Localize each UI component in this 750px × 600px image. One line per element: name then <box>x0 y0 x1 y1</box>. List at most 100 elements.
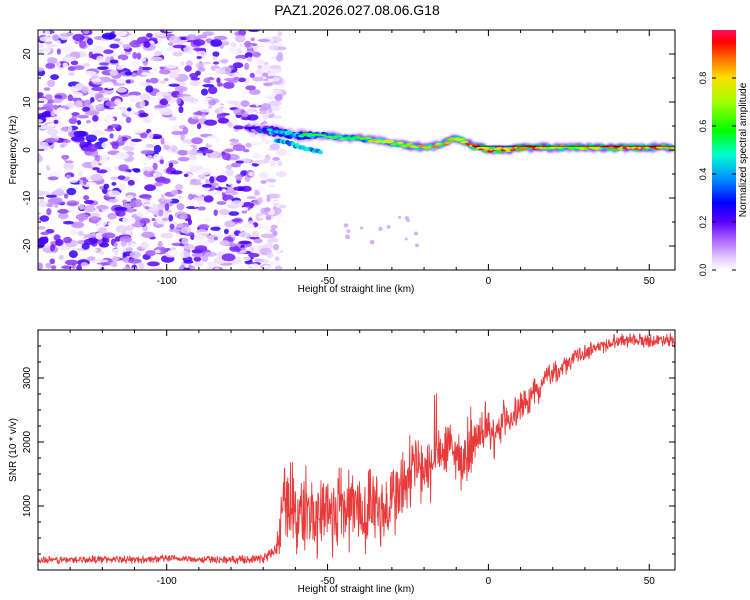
noise-speckle <box>242 148 250 153</box>
noise-speckle <box>53 119 59 124</box>
noise-speckle <box>204 251 217 257</box>
noise-speckle <box>38 67 44 72</box>
noise-speckle <box>217 117 229 124</box>
noise-speckle <box>139 100 146 108</box>
figure-title: PAZ1.2026.027.08.06.G18 <box>274 2 440 18</box>
noise-speckle <box>250 188 255 197</box>
noise-speckle <box>153 144 162 153</box>
noise-speckle <box>198 99 203 108</box>
ridge-cell <box>388 140 395 143</box>
noise-speckle <box>194 189 204 197</box>
noise-speckle <box>192 199 199 208</box>
noise-speckle <box>229 243 236 248</box>
noise-speckle <box>270 224 278 230</box>
noise-speckle <box>63 162 75 170</box>
noise-speckle <box>109 43 120 49</box>
noise-speckle <box>115 225 127 233</box>
noise-speckle <box>146 261 160 267</box>
noise-speckle <box>278 222 286 229</box>
noise-speckle <box>272 157 280 161</box>
noise-speckle <box>141 231 155 238</box>
noise-speckle <box>239 249 247 254</box>
noise-speckle <box>162 209 168 216</box>
noise-speckle <box>114 30 128 37</box>
noise-speckle <box>148 113 154 121</box>
noise-speckle <box>180 133 185 141</box>
noise-speckle <box>102 49 114 54</box>
noise-speckle <box>102 251 111 256</box>
noise-speckle <box>263 207 271 213</box>
noise-speckle <box>116 78 126 84</box>
noise-speckle <box>129 200 143 208</box>
noise-speckle <box>216 201 227 205</box>
noise-speckle <box>215 107 223 115</box>
noise-speckle <box>235 173 243 181</box>
noise-speckle <box>197 201 204 206</box>
colorbar-label: Normalized spectral amplitude <box>738 82 749 217</box>
noise-speckle <box>125 116 132 124</box>
noise-speckle <box>245 85 256 91</box>
noise-speckle <box>279 84 285 89</box>
noise-speckle <box>122 145 135 152</box>
noise-speckle <box>91 129 105 137</box>
noise-speckle <box>212 56 217 60</box>
noise-speckle <box>38 113 50 118</box>
noise-speckle <box>75 83 83 89</box>
noise-speckle <box>46 57 58 64</box>
noise-speckle <box>262 82 273 87</box>
noise-speckle <box>223 228 229 235</box>
noise-speckle <box>181 237 189 245</box>
noise-speckle <box>224 220 236 228</box>
noise-speckle <box>159 159 164 165</box>
noise-speckle <box>239 43 244 48</box>
noise-speckle <box>415 243 419 248</box>
noise-speckle <box>94 259 109 263</box>
noise-speckle <box>202 84 215 88</box>
noise-speckle <box>173 39 187 44</box>
noise-speckle <box>169 150 177 159</box>
noise-speckle <box>95 105 101 111</box>
noise-speckle <box>93 264 104 270</box>
noise-speckle <box>230 183 240 187</box>
snr-xtick-label: 50 <box>644 576 656 587</box>
noise-speckle <box>108 190 121 198</box>
noise-speckle <box>270 105 281 111</box>
noise-speckle <box>83 234 97 239</box>
noise-speckle <box>101 232 116 239</box>
noise-speckle <box>70 60 79 66</box>
noise-speckle <box>209 176 215 184</box>
noise-speckle <box>78 170 83 177</box>
noise-speckle <box>404 237 408 241</box>
noise-speckle <box>190 106 203 112</box>
noise-speckle <box>124 51 132 55</box>
noise-speckle <box>232 62 244 69</box>
snr-ytick-label: 2000 <box>22 430 33 453</box>
noise-speckle <box>203 195 214 203</box>
noise-speckle <box>83 71 97 76</box>
noise-speckle <box>249 246 255 253</box>
noise-speckle <box>191 137 203 145</box>
noise-speckle <box>143 176 151 180</box>
noise-speckle <box>98 62 110 66</box>
colorbar-gradient <box>712 30 736 270</box>
noise-speckle <box>159 80 166 85</box>
noise-speckle <box>128 114 141 119</box>
noise-speckle <box>246 195 257 200</box>
noise-speckle <box>54 94 63 100</box>
noise-speckle <box>82 30 90 35</box>
noise-speckle <box>82 177 87 186</box>
noise-speckle <box>116 65 125 70</box>
noise-speckle <box>250 37 255 42</box>
noise-speckle <box>256 46 269 54</box>
noise-speckle <box>138 81 150 87</box>
noise-speckle <box>201 113 206 118</box>
noise-speckle <box>138 262 145 270</box>
noise-speckle <box>177 149 189 156</box>
noise-speckle <box>50 244 55 252</box>
noise-speckle <box>120 240 127 247</box>
spectrogram-ytick-label: 10 <box>22 96 33 108</box>
noise-speckle <box>221 58 229 64</box>
noise-speckle <box>109 133 114 139</box>
noise-speckle <box>246 56 253 62</box>
noise-speckle <box>120 171 131 176</box>
